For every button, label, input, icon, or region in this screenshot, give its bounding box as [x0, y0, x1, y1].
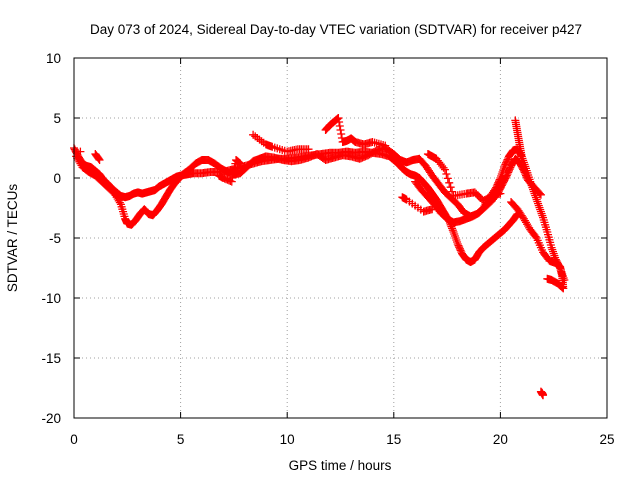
- y-tick-label: -15: [41, 351, 61, 366]
- data-point: [537, 388, 546, 397]
- data-point: [229, 170, 238, 179]
- data-point: [531, 193, 540, 202]
- axis-ticks: 0 5 10 15 20 25 10 5 0 -5 -10 -15 -20: [41, 51, 614, 447]
- data-point: [517, 152, 526, 161]
- data-point: [533, 197, 542, 206]
- data-point: [76, 147, 85, 156]
- data-point: [335, 122, 344, 130]
- data-point: [451, 234, 460, 242]
- chart-title: Day 073 of 2024, Sidereal Day-to-day VTE…: [90, 22, 582, 37]
- data-point: [115, 198, 124, 207]
- data-point: [537, 209, 546, 218]
- data-point: [448, 187, 457, 196]
- data-point: [534, 201, 543, 210]
- data-point: [450, 232, 459, 240]
- data-point: [538, 211, 547, 220]
- data-point: [550, 251, 559, 260]
- data-point: [548, 245, 557, 254]
- data-point: [335, 118, 344, 126]
- data-point: [94, 155, 103, 163]
- data-point: [549, 249, 558, 258]
- data-point: [227, 177, 236, 186]
- data-point: [94, 154, 103, 162]
- data-point: [536, 190, 545, 199]
- x-tick-label: 0: [70, 432, 78, 447]
- data-point: [230, 163, 239, 172]
- data-point: [548, 247, 557, 256]
- data-point: [547, 243, 556, 252]
- data-point: [536, 207, 545, 216]
- data-point: [535, 189, 544, 198]
- x-tick-label: 10: [280, 432, 295, 447]
- data-point: [535, 203, 544, 212]
- data-point: [381, 141, 390, 150]
- x-tick-label: 20: [493, 432, 508, 447]
- data-point: [499, 166, 508, 174]
- data-point: [95, 156, 104, 164]
- data-point: [445, 178, 454, 187]
- data-point: [443, 174, 452, 183]
- data-point: [236, 159, 245, 168]
- data-point: [449, 228, 458, 236]
- y-tick-label: -5: [49, 231, 61, 246]
- data-point: [534, 199, 543, 208]
- data-point: [334, 114, 343, 122]
- data-point: [442, 170, 451, 178]
- data-point: [448, 226, 457, 235]
- y-tick-label: -10: [41, 291, 61, 306]
- y-tick-label: -20: [41, 411, 61, 426]
- y-tick-label: 0: [53, 171, 61, 186]
- y-tick-label: 10: [46, 51, 61, 66]
- data-point: [337, 130, 346, 138]
- data-point: [428, 205, 437, 214]
- x-axis-label: GPS time / hours: [289, 458, 392, 473]
- data-points: [70, 114, 569, 400]
- data-point: [229, 166, 238, 175]
- data-point: [228, 174, 237, 182]
- plot-frame: [73, 57, 608, 419]
- data-point: [536, 205, 545, 214]
- data-point: [304, 145, 313, 154]
- data-point: [446, 183, 455, 192]
- y-tick-label: 5: [53, 111, 61, 126]
- x-tick-label: 5: [177, 432, 185, 447]
- data-point: [452, 236, 461, 244]
- series-track-d: [76, 114, 548, 400]
- y-axis-label: SDTVAR / TECUs: [5, 184, 20, 293]
- series-track-c: [411, 116, 568, 293]
- series-track-b: [72, 144, 569, 284]
- data-point: [450, 230, 459, 238]
- data-point: [543, 274, 552, 283]
- x-tick-label: 15: [386, 432, 401, 447]
- data-point: [336, 126, 345, 134]
- grid-lines: [74, 58, 607, 418]
- data-point: [453, 238, 462, 246]
- data-point: [496, 189, 505, 198]
- data-point: [439, 163, 448, 172]
- data-point: [532, 195, 541, 204]
- data-point: [440, 165, 449, 174]
- x-tick-label: 25: [599, 432, 614, 447]
